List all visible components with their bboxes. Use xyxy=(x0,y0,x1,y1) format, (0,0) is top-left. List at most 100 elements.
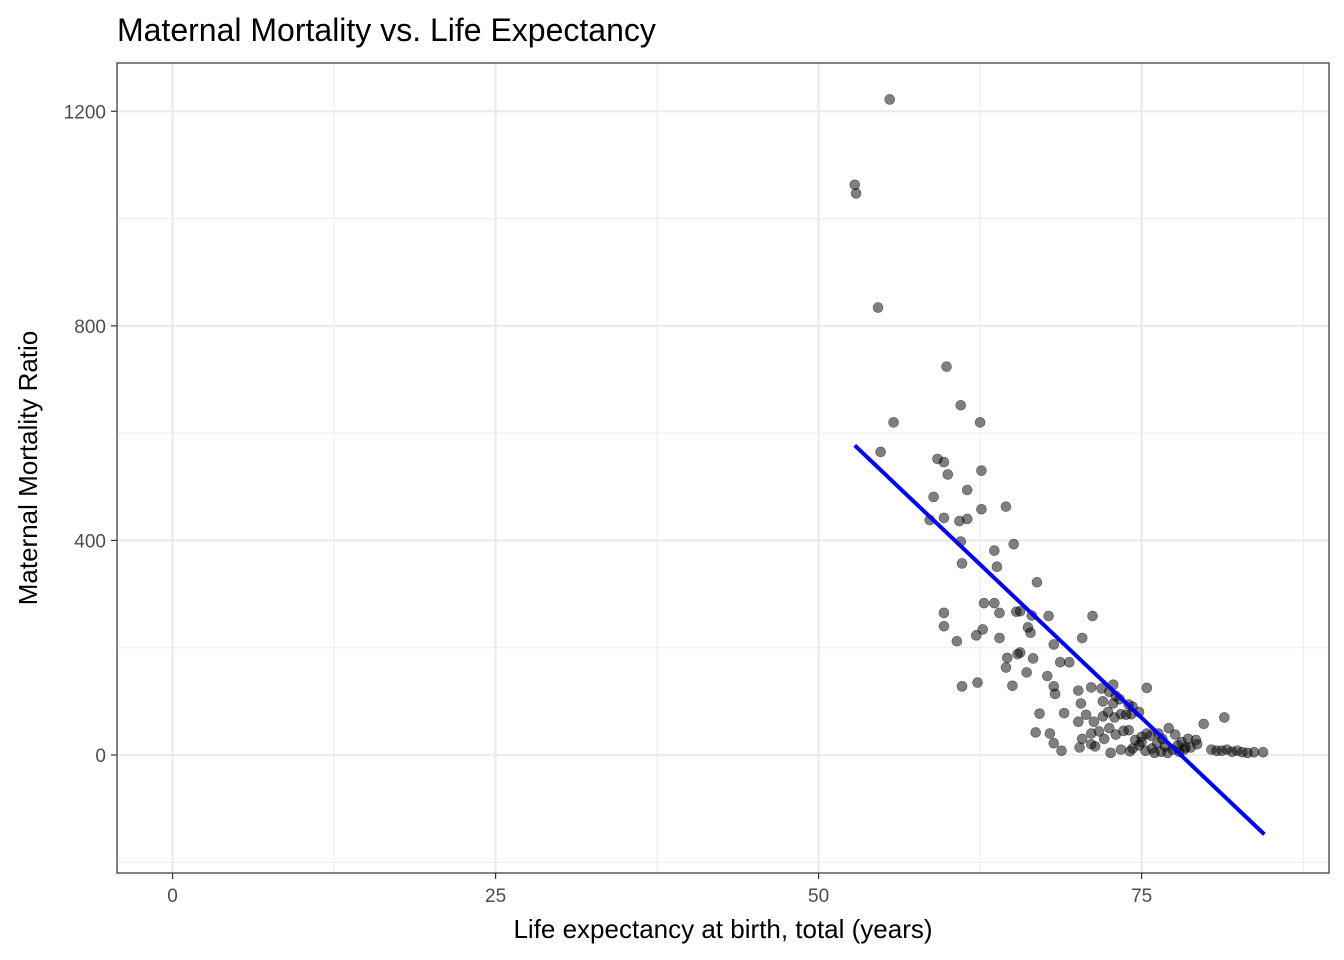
data-point xyxy=(1073,685,1084,696)
y-tick-label: 1200 xyxy=(64,102,106,123)
data-point xyxy=(1027,653,1039,664)
data-point xyxy=(1063,656,1075,668)
data-point xyxy=(1163,722,1175,734)
data-point xyxy=(961,513,973,525)
data-point xyxy=(875,446,886,458)
data-point xyxy=(1136,736,1147,748)
data-point xyxy=(1073,716,1084,728)
regression-line-group xyxy=(853,444,1266,836)
x-tick-label: 0 xyxy=(167,886,178,907)
data-point xyxy=(1180,742,1191,753)
data-point xyxy=(1169,729,1181,740)
data-point xyxy=(1054,656,1066,668)
data-point xyxy=(1048,639,1060,650)
y-axis-title: Maternal Mortality Ratio xyxy=(13,331,43,606)
plot-panel xyxy=(117,63,1329,873)
data-point xyxy=(956,681,968,692)
data-point xyxy=(1115,744,1127,755)
data-point xyxy=(994,607,1005,619)
data-point xyxy=(1105,747,1116,759)
data-point xyxy=(1191,738,1203,750)
data-point xyxy=(928,491,939,503)
x-axis: 0 25 50 75 xyxy=(167,873,1152,907)
data-point xyxy=(1198,718,1209,730)
data-point xyxy=(961,484,973,496)
data-point xyxy=(1087,610,1098,622)
data-point xyxy=(938,512,950,524)
data-point xyxy=(884,94,895,105)
data-point xyxy=(1000,662,1012,673)
data-point xyxy=(872,302,884,313)
data-point xyxy=(1012,648,1023,660)
data-point xyxy=(1127,743,1138,754)
data-point xyxy=(1080,709,1092,721)
data-point xyxy=(1098,733,1110,745)
data-point xyxy=(1257,746,1269,758)
data-point xyxy=(978,597,990,609)
data-point xyxy=(1088,716,1100,728)
data-point xyxy=(955,399,967,411)
data-point xyxy=(1097,696,1109,707)
plot-border xyxy=(116,62,1330,874)
data-point xyxy=(1075,698,1087,709)
data-point xyxy=(1014,605,1026,617)
data-point xyxy=(1048,737,1060,749)
data-point xyxy=(938,620,950,632)
x-tick-label: 75 xyxy=(1131,886,1152,907)
data-point xyxy=(1000,501,1012,512)
data-point xyxy=(1141,682,1153,694)
data-point xyxy=(989,545,1000,556)
data-point xyxy=(956,558,968,569)
data-point xyxy=(1031,576,1043,588)
regression-line xyxy=(853,444,1266,836)
data-point xyxy=(1056,745,1067,757)
data-point xyxy=(1219,712,1230,723)
data-point xyxy=(1123,725,1135,736)
data-point xyxy=(888,417,899,428)
data-point xyxy=(1076,632,1088,644)
data-point xyxy=(994,632,1005,644)
data-point xyxy=(1074,742,1085,753)
data-point xyxy=(941,361,952,372)
data-point xyxy=(1025,627,1036,638)
data-point xyxy=(974,417,986,428)
data-point xyxy=(972,677,983,688)
data-point xyxy=(1058,707,1070,719)
y-axis: 0 400 800 1200 xyxy=(64,102,117,767)
y-tick-label: 0 xyxy=(95,746,106,767)
data-point xyxy=(989,597,1000,609)
x-axis-title: Life expectancy at birth, total (years) xyxy=(513,914,932,944)
data-point xyxy=(938,456,950,468)
data-point xyxy=(1008,538,1020,550)
data-point xyxy=(951,635,963,647)
data-point xyxy=(976,465,987,476)
data-point xyxy=(976,503,987,515)
data-point xyxy=(942,469,954,480)
data-point xyxy=(1089,741,1101,752)
data-point xyxy=(1030,727,1041,738)
data-point xyxy=(1093,726,1105,737)
data-point xyxy=(1085,682,1097,693)
y-tick-label: 400 xyxy=(74,531,106,552)
data-point xyxy=(1034,708,1045,719)
data-point xyxy=(991,561,1003,573)
x-tick-label: 25 xyxy=(485,886,506,907)
data-point xyxy=(1044,728,1056,739)
data-point xyxy=(1049,688,1061,700)
data-point xyxy=(1007,680,1018,692)
gridlines xyxy=(117,63,1329,873)
data-point xyxy=(1021,667,1032,678)
data-point xyxy=(970,630,982,641)
data-point xyxy=(1248,746,1260,758)
data-point xyxy=(850,188,862,199)
data-point xyxy=(1104,722,1115,734)
x-tick-label: 50 xyxy=(808,886,829,907)
y-tick-label: 800 xyxy=(74,317,106,338)
chart-title: Maternal Mortality vs. Life Expectancy xyxy=(117,12,656,48)
data-point xyxy=(1001,652,1013,664)
data-points xyxy=(849,94,1269,759)
data-point xyxy=(938,607,950,619)
data-point xyxy=(1043,610,1054,622)
data-point xyxy=(1042,670,1053,682)
